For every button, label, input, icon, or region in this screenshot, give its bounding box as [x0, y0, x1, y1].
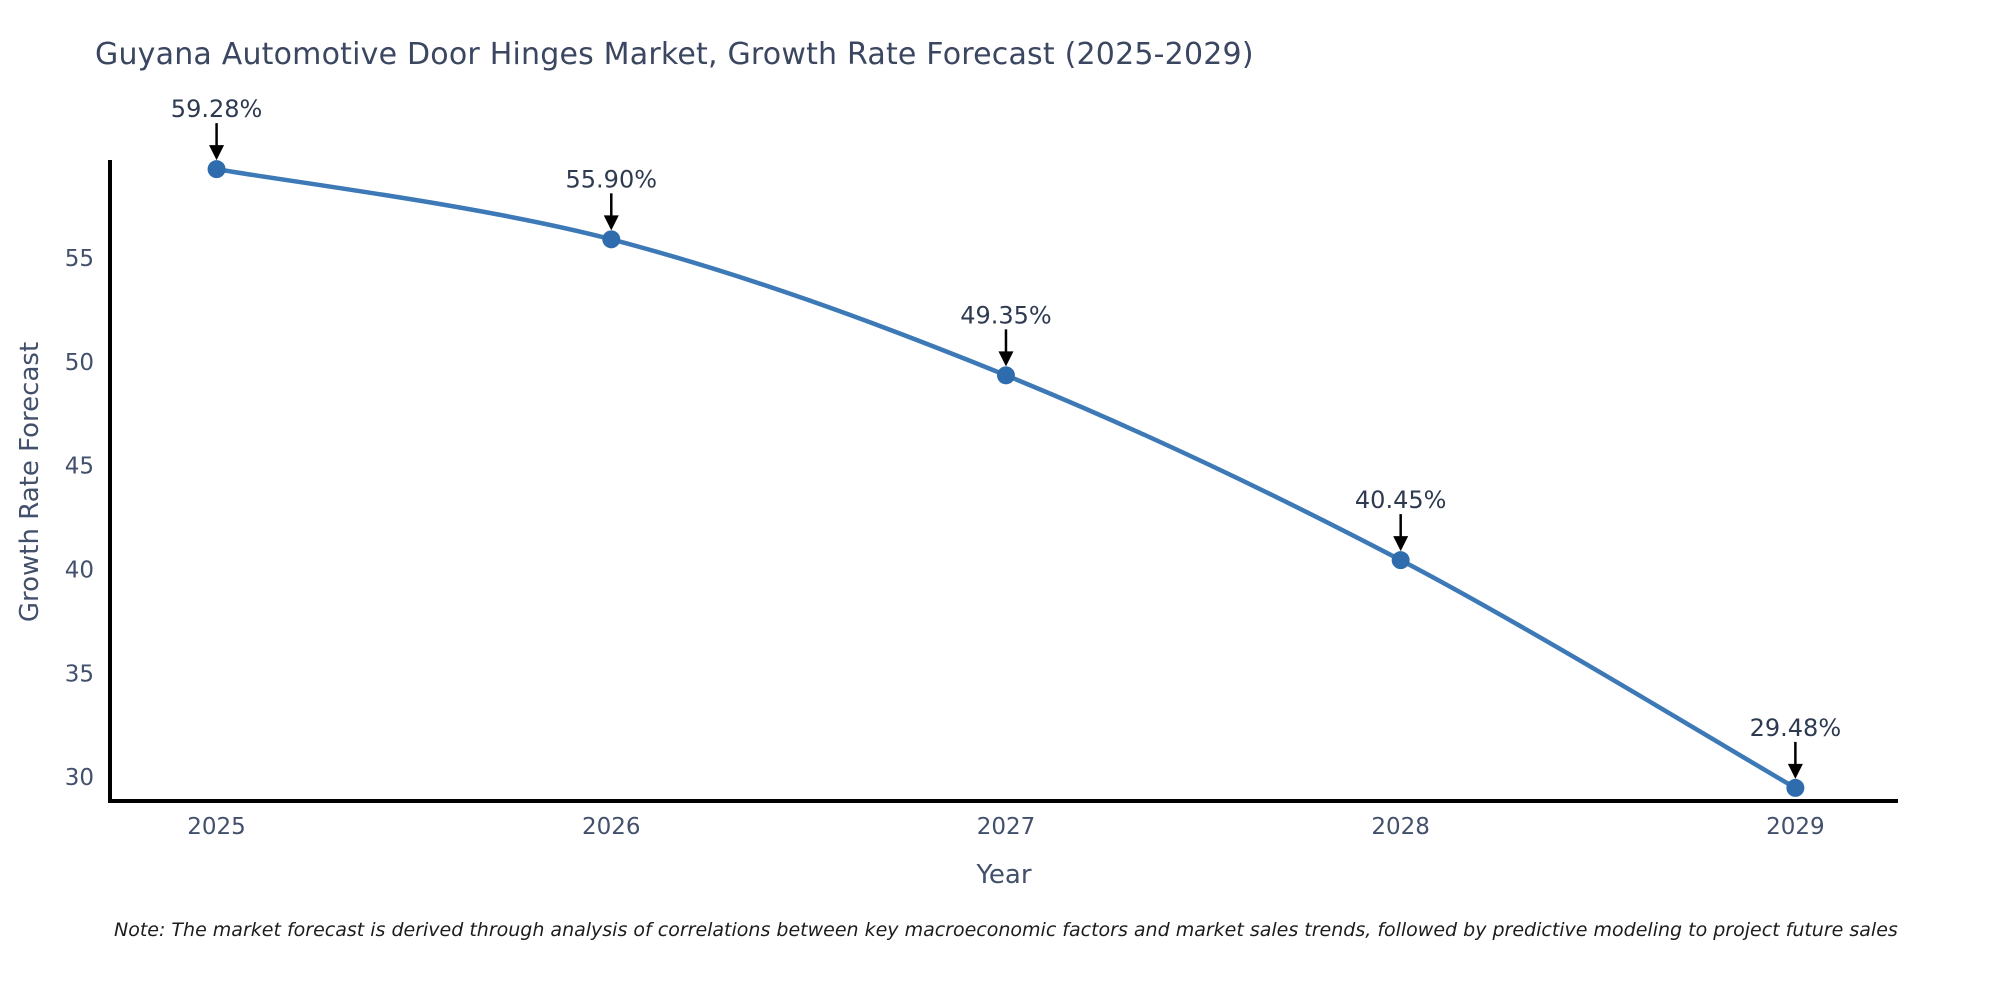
- annotation-label: 55.90%: [566, 165, 658, 193]
- x-axis-tick-label: 2027: [977, 814, 1036, 840]
- annotation-arrow-head: [1787, 763, 1803, 779]
- data-point-marker: [996, 366, 1015, 385]
- data-point-marker: [1786, 778, 1805, 797]
- annotation-arrow-head: [1393, 536, 1409, 552]
- y-axis-tick-label: 45: [65, 454, 94, 480]
- y-axis-tick-label: 40: [65, 557, 94, 583]
- series-line: [214, 166, 1798, 791]
- y-axis-tick-label: 35: [65, 661, 94, 687]
- data-point-marker: [602, 230, 621, 249]
- annotation-arrow-head: [209, 145, 225, 161]
- x-axis-title: Year: [976, 860, 1032, 890]
- y-axis-tick-label: 55: [65, 246, 94, 272]
- chart-title: Guyana Automotive Door Hinges Market, Gr…: [95, 37, 1254, 72]
- y-axis-tick-label: 50: [65, 350, 94, 376]
- annotation-arrow-head: [603, 215, 619, 231]
- y-axis-title: Growth Rate Forecast: [15, 341, 45, 623]
- annotation-label: 40.45%: [1355, 486, 1447, 514]
- axis-line: [108, 160, 1898, 803]
- data-point-marker: [1391, 551, 1410, 570]
- annotation-arrow-head: [998, 351, 1014, 367]
- x-axis-tick-label: 2026: [582, 814, 641, 840]
- data-point-marker: [207, 160, 226, 179]
- annotation-label: 59.28%: [171, 95, 263, 123]
- x-axis-tick-label: 2028: [1371, 814, 1430, 840]
- annotation-label: 49.35%: [960, 301, 1052, 329]
- x-axis-tick-label: 2025: [187, 814, 246, 840]
- annotation-label: 29.48%: [1750, 714, 1842, 742]
- x-axis-tick-label: 2029: [1766, 814, 1825, 840]
- footnote: Note: The market forecast is derived thr…: [114, 919, 1898, 941]
- y-axis-tick-label: 30: [65, 765, 94, 791]
